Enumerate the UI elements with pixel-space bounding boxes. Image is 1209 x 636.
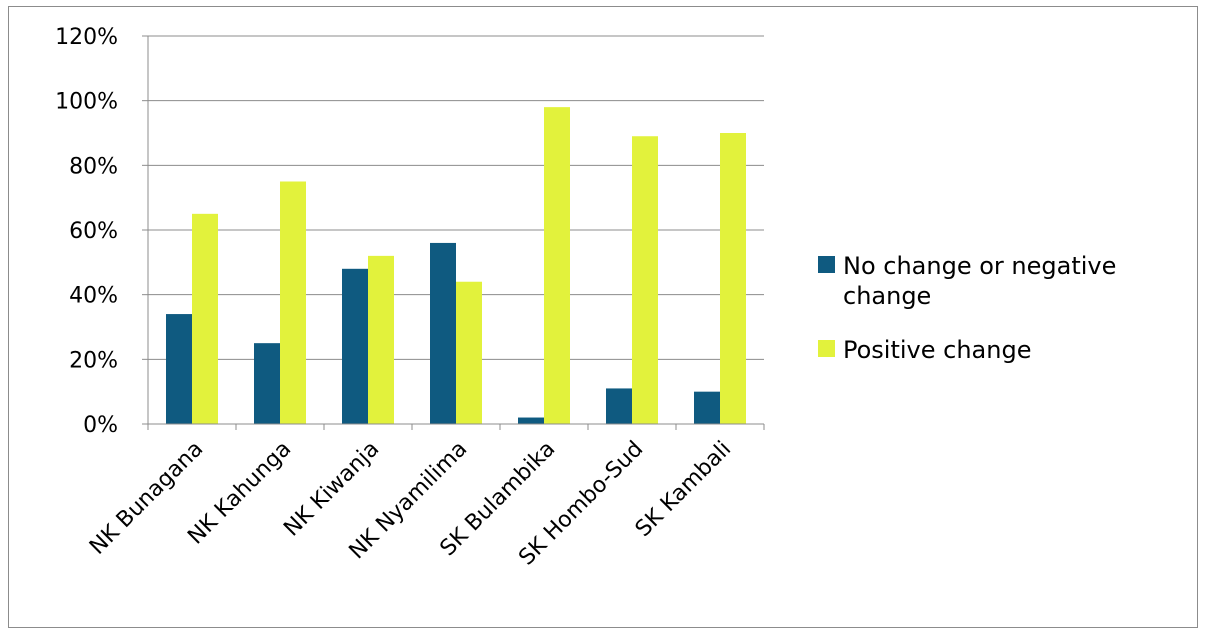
gridlines bbox=[148, 35, 764, 360]
y-tick-label: 20% bbox=[69, 348, 118, 373]
bar-no-change bbox=[518, 417, 544, 424]
legend-label-positive-change: Positive change bbox=[843, 336, 1031, 364]
bar-positive-change bbox=[544, 107, 570, 424]
bar-no-change bbox=[430, 242, 456, 424]
y-tick-label: 40% bbox=[69, 284, 118, 309]
y-axis: 0% 20% 40% 60% 80% 100% 120% bbox=[55, 25, 149, 438]
y-tick-label: 0% bbox=[83, 413, 118, 438]
bars bbox=[166, 107, 746, 424]
bar-no-change bbox=[606, 388, 632, 424]
legend-swatch-no-change bbox=[818, 256, 835, 273]
y-tick-label: 60% bbox=[69, 219, 118, 244]
y-tick-label: 80% bbox=[69, 154, 118, 179]
bar-positive-change bbox=[280, 181, 306, 424]
bar-no-change bbox=[694, 391, 720, 424]
bar-positive-change bbox=[632, 136, 658, 424]
category-label: SK Kambali bbox=[631, 437, 736, 542]
legend-swatch-positive-change bbox=[818, 340, 835, 357]
bar-positive-change bbox=[456, 281, 482, 424]
chart-frame bbox=[8, 6, 1198, 628]
legend: No change or negative change Positive chan… bbox=[818, 252, 1116, 364]
y-tick-label: 120% bbox=[55, 25, 118, 50]
bar-no-change bbox=[254, 343, 280, 424]
bar-positive-change bbox=[192, 213, 218, 424]
y-tick-label: 100% bbox=[55, 90, 118, 115]
bar-no-change bbox=[166, 314, 192, 424]
bar-positive-change bbox=[368, 255, 394, 424]
legend-label-no-change: No change or negative change bbox=[843, 252, 1116, 310]
bar-no-change bbox=[342, 268, 368, 424]
bar-positive-change bbox=[720, 133, 746, 424]
category-label: NK Bunagana bbox=[85, 437, 208, 560]
